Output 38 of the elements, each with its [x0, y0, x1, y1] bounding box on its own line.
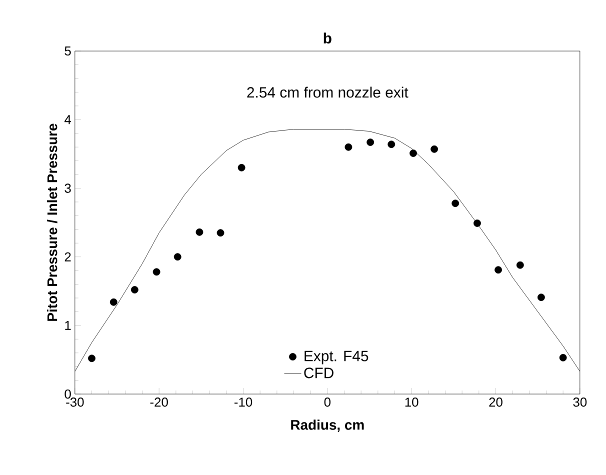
y-tick-label: 0: [64, 389, 71, 399]
y-tick-label: 3: [64, 184, 71, 193]
x-tick-label: -30: [66, 398, 84, 407]
point: [410, 150, 417, 157]
point: [474, 220, 481, 227]
point: [559, 354, 567, 362]
x-tick-label: 20: [489, 398, 502, 407]
point: [388, 140, 396, 148]
point: [344, 143, 352, 151]
point: [238, 164, 246, 172]
point: [494, 266, 502, 274]
point: [174, 253, 182, 261]
y-tick-label: 2: [64, 252, 71, 262]
x-tick-label: -10: [234, 398, 252, 407]
point: [216, 229, 224, 237]
annotation: 2.54 cm from nozzle exit: [247, 86, 408, 98]
point: [366, 138, 374, 146]
x-axis-title: Radius, cm: [291, 420, 364, 432]
point: [430, 145, 438, 153]
point: [152, 268, 160, 276]
y-tick-label: 4: [64, 115, 72, 124]
legend-label: Expt. F45: [304, 350, 368, 364]
chart-title: b: [324, 32, 332, 44]
point: [452, 200, 460, 208]
x-tick-label: -20: [150, 398, 168, 407]
x-tick-label: 30: [573, 398, 587, 407]
y-tick-label: 1: [65, 320, 71, 330]
x-tick-label: 10: [405, 398, 418, 407]
y-tick-label: 5: [64, 46, 71, 56]
point: [88, 354, 96, 362]
point: [516, 261, 524, 269]
x-tick-label: 0: [324, 398, 331, 407]
point: [110, 298, 118, 306]
legend-label: CFD: [304, 368, 334, 378]
point: [538, 294, 545, 302]
y-axis-title: Pitot Pressure / Inlet Pressure: [46, 124, 58, 321]
point: [130, 286, 138, 294]
point: [196, 228, 204, 236]
